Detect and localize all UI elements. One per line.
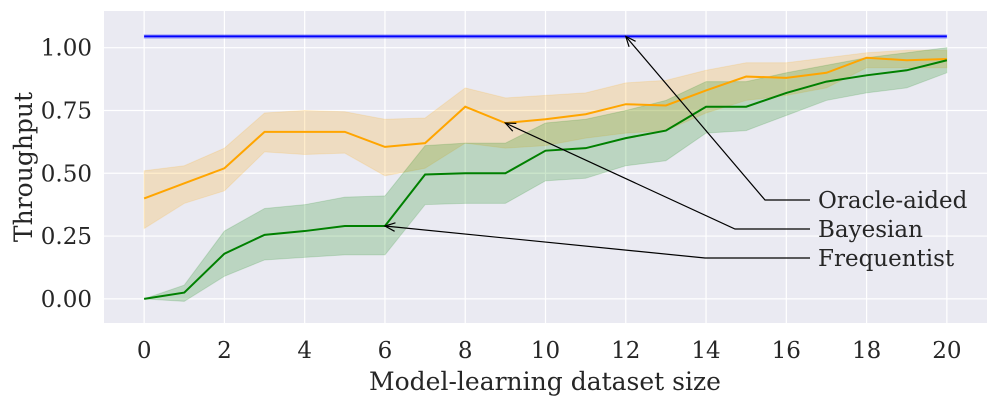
annotation-label: Bayesian xyxy=(818,217,923,243)
x-tick-label: 6 xyxy=(378,338,393,364)
grid xyxy=(104,11,987,323)
x-tick-label: 8 xyxy=(458,338,473,364)
y-tick-label: 0.75 xyxy=(41,98,92,124)
x-tick-label: 12 xyxy=(611,338,640,364)
annotation-label: Frequentist xyxy=(818,246,955,272)
x-tick-label: 4 xyxy=(297,338,312,364)
y-tick-label: 0.00 xyxy=(41,287,92,313)
annotation-label: Oracle-aided xyxy=(818,188,968,214)
y-tick-label: 1.00 xyxy=(41,36,92,62)
y-tick-label: 0.25 xyxy=(41,224,92,250)
x-tick-labels: 0 2 4 6 8 10 12 14 16 18 20 xyxy=(137,338,962,364)
x-tick-label: 2 xyxy=(217,338,232,364)
frequentist-line xyxy=(143,59,948,300)
x-tick-label: 18 xyxy=(852,338,881,364)
y-tick-label: 0.50 xyxy=(41,161,92,187)
series-lines xyxy=(143,35,948,300)
annotation-arrow xyxy=(384,225,810,259)
arrowhead-icon xyxy=(503,122,517,132)
y-axis-label: Throughput xyxy=(9,92,38,242)
x-tick-label: 16 xyxy=(772,338,801,364)
x-tick-label: 20 xyxy=(932,338,961,364)
arrowhead-icon xyxy=(383,222,396,232)
x-tick-label: 0 xyxy=(137,338,152,364)
x-axis-label: Model-learning dataset size xyxy=(369,367,721,396)
x-tick-label: 14 xyxy=(691,338,720,364)
arrowhead-icon xyxy=(624,35,636,48)
annotation-arrow xyxy=(505,122,810,230)
annotation-arrow xyxy=(625,35,810,201)
x-tick-label: 10 xyxy=(531,338,560,364)
y-tick-labels: 0.00 0.25 0.50 0.75 1.00 xyxy=(41,36,92,313)
bayesian-band xyxy=(143,49,948,230)
confidence-bands xyxy=(143,34,948,302)
bayesian-line xyxy=(143,56,947,200)
annotations: Oracle-aided Bayesian Frequentist xyxy=(383,35,968,272)
